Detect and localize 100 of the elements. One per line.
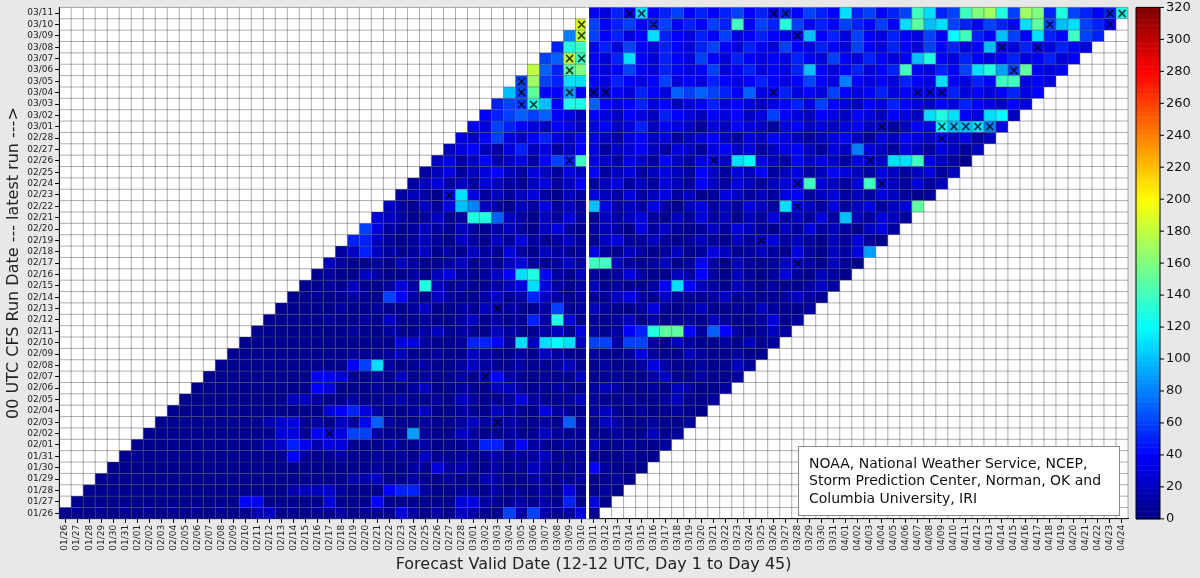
- data-label: ×: [563, 152, 576, 169]
- y-tick-label: 02/12: [27, 314, 54, 325]
- x-tick-label: 01/27: [71, 524, 82, 551]
- color-bar-label: 200: [1166, 190, 1191, 206]
- x-tick-label: 02/17: [323, 524, 334, 551]
- x-tick-label: 04/16: [1020, 524, 1031, 551]
- x-tick-label: 03/11: [587, 524, 598, 551]
- y-tick-label: 02/04: [27, 405, 54, 416]
- y-tick-label: 02/16: [27, 268, 54, 279]
- data-label: ×: [707, 152, 720, 169]
- y-tick-label: 01/28: [27, 484, 54, 495]
- color-bar-label: 20: [1166, 478, 1183, 494]
- y-tick-label: 03/11: [27, 7, 54, 18]
- x-tick-label: 01/31: [119, 524, 130, 551]
- data-label: ×: [599, 84, 612, 101]
- x-tick-label: 02/12: [263, 524, 274, 551]
- x-tick-label: 03/27: [780, 524, 791, 551]
- x-tick-label: 03/05: [515, 524, 526, 551]
- y-tick-label: 02/13: [27, 302, 54, 313]
- x-tick-label: 03/29: [804, 524, 815, 551]
- data-label: ×: [947, 118, 960, 135]
- x-tick-label: 03/28: [792, 524, 803, 551]
- data-label: ×: [875, 175, 888, 192]
- x-tick-label: 03/16: [647, 524, 658, 551]
- y-tick-label: 02/28: [27, 132, 54, 143]
- y-tick-label: 03/10: [27, 18, 54, 29]
- data-label: ×: [935, 118, 948, 135]
- y-axis-title: 00 UTC CFS Run Date --- latest run --->: [2, 107, 22, 420]
- x-tick-label: 03/31: [828, 524, 839, 551]
- data-label: ×: [623, 4, 636, 21]
- x-tick-label: 01/29: [95, 524, 106, 551]
- data-label: ×: [479, 368, 492, 385]
- x-tick-label: 03/23: [732, 524, 743, 551]
- data-label: ×: [563, 84, 576, 101]
- data-label: ×: [791, 254, 804, 271]
- x-tick-label: 03/19: [683, 524, 694, 551]
- x-tick-label: 04/11: [960, 524, 971, 551]
- x-tick-label: 02/05: [179, 524, 190, 551]
- color-bar-label: 160: [1166, 254, 1191, 270]
- y-tick-label: 02/20: [27, 223, 54, 234]
- y-tick-label: 03/09: [27, 30, 54, 41]
- x-tick-label: 04/01: [840, 524, 851, 551]
- y-tick-label: 02/23: [27, 189, 54, 200]
- x-tick-label: 03/20: [696, 524, 706, 551]
- data-label: ×: [575, 50, 588, 67]
- x-tick-label: 03/03: [491, 524, 502, 551]
- y-tick-label: 01/26: [27, 507, 54, 518]
- x-tick-label: 03/09: [563, 524, 574, 551]
- x-tick-label: 02/02: [143, 524, 154, 551]
- color-bar-label: 240: [1166, 126, 1191, 142]
- y-tick-label: 02/14: [27, 291, 54, 302]
- color-bar-label: 100: [1166, 350, 1191, 366]
- data-label: ×: [984, 118, 996, 135]
- data-label: ×: [527, 95, 540, 112]
- x-tick-label: 04/07: [912, 524, 923, 551]
- x-tick-label: 02/15: [299, 524, 310, 551]
- x-tick-label: 04/23: [1104, 524, 1115, 551]
- x-tick-label: 03/13: [611, 524, 622, 551]
- data-label: ×: [791, 27, 804, 44]
- y-tick-label: 02/26: [27, 155, 54, 166]
- y-tick-label: 02/08: [27, 359, 54, 370]
- data-label: ×: [767, 4, 780, 21]
- x-tick-label: 01/30: [107, 524, 118, 551]
- data-label: ×: [755, 232, 768, 249]
- x-tick-label: 02/10: [239, 524, 250, 551]
- color-bar-label: 260: [1166, 94, 1191, 110]
- x-tick-label: 03/24: [744, 524, 755, 551]
- x-tick-label: 03/02: [479, 524, 490, 551]
- x-tick-label: 03/08: [551, 524, 562, 551]
- data-label: ×: [779, 4, 792, 21]
- y-tick-label: 03/02: [27, 109, 54, 120]
- x-tick-label: 04/17: [1032, 524, 1043, 551]
- x-tick-label: 03/22: [720, 524, 731, 551]
- y-tick-label: 03/08: [27, 41, 54, 52]
- x-tick-label: 03/14: [623, 524, 634, 551]
- x-tick-label: 03/07: [539, 524, 550, 551]
- x-tick-label: 04/08: [924, 524, 935, 551]
- x-tick-label: 02/22: [383, 524, 394, 551]
- data-label: ×: [767, 84, 780, 101]
- x-tick-label: 02/06: [191, 524, 202, 551]
- x-tick-label: 02/13: [275, 524, 286, 551]
- color-bar-label: 180: [1166, 222, 1191, 238]
- x-tick-label: 02/03: [155, 524, 166, 551]
- color-bar-label: 80: [1166, 382, 1183, 398]
- x-tick-label: 04/18: [1044, 524, 1055, 551]
- x-tick-label: 04/04: [876, 524, 887, 551]
- data-label: ×: [1104, 4, 1116, 21]
- data-label: ×: [972, 118, 984, 135]
- x-tick-label: 03/10: [575, 524, 586, 551]
- y-tick-label: 02/07: [27, 371, 54, 382]
- x-tick-label: 04/09: [936, 524, 947, 551]
- color-bar-label: 120: [1166, 318, 1191, 334]
- y-tick-label: 02/21: [27, 212, 54, 223]
- y-tick-label: 03/01: [27, 121, 54, 132]
- data-label: ×: [923, 84, 936, 101]
- x-tick-label: 03/12: [599, 524, 610, 551]
- x-tick-label: 02/23: [395, 524, 406, 551]
- color-bar-label: 300: [1166, 30, 1191, 46]
- color-bar-label: 60: [1166, 414, 1183, 430]
- color-bar-label: 0: [1166, 510, 1175, 526]
